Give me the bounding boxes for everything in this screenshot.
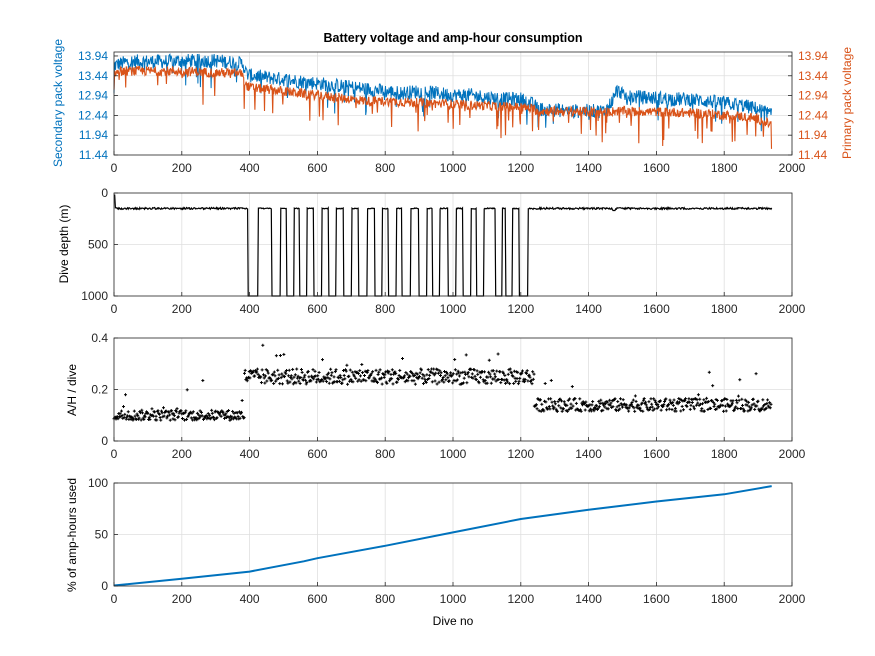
percent-used-panel: 0 200 400 600 800 1000 1200 1400 1600 1800 2000 0 5… <box>65 476 806 628</box>
x-tick-label: 200 <box>172 592 192 606</box>
x-tick-label: 1200 <box>507 302 534 316</box>
secondary-voltage-axis-label: Secondary pack voltage <box>51 39 65 167</box>
x-tick-label: 600 <box>307 592 327 606</box>
x-tick-label: 1000 <box>440 161 467 175</box>
x-tick-label: 400 <box>240 161 260 175</box>
ah-series <box>112 343 773 422</box>
percent-used-line <box>113 485 772 587</box>
pct-axis-label: % of amp-hours used <box>65 478 79 592</box>
y2-tick-label: 11.44 <box>798 148 827 162</box>
x-tick-label: 1800 <box>711 592 738 606</box>
depth-x-ticks: 0 200 400 600 800 1000 1200 1400 1600 1800 2000 <box>111 292 806 316</box>
x-tick-label: 1000 <box>440 447 467 461</box>
x-tick-label: 800 <box>375 161 395 175</box>
x-tick-label: 800 <box>375 592 395 606</box>
y-tick-label: 100 <box>88 476 108 490</box>
x-tick-label: 1400 <box>575 161 602 175</box>
y-tick-label: 0 <box>101 186 108 200</box>
y-tick-label: 50 <box>95 528 109 542</box>
x-tick-label: 200 <box>172 302 192 316</box>
x-tick-label: 600 <box>307 161 327 175</box>
y-tick-label: 12.44 <box>78 108 108 122</box>
y-tick-label: 12.94 <box>78 89 108 103</box>
x-tick-label: 0 <box>111 447 118 461</box>
x-tick-label: 1600 <box>643 447 670 461</box>
ah-per-dive-panel: 0 200 400 600 800 1000 1200 1400 1600 1800 2000 00… <box>65 331 806 461</box>
depth-y-ticks: 0 500 1000 <box>81 186 118 303</box>
primary-voltage-line <box>113 65 773 149</box>
ah-axis-label: A/H / dive <box>65 364 79 416</box>
x-tick-label: 1800 <box>711 302 738 316</box>
y-tick-label: 0 <box>101 579 108 593</box>
x-tick-label: 200 <box>172 447 192 461</box>
y2-tick-label: 13.44 <box>798 69 828 83</box>
depth-series <box>114 194 773 297</box>
voltage-right-ticks: 11.44 11.94 12.44 12.94 13.44 13.94 <box>788 49 828 162</box>
y-tick-label: 500 <box>88 238 108 252</box>
y-tick-label: 1000 <box>81 289 108 303</box>
x-tick-label: 1400 <box>575 302 602 316</box>
x-tick-label: 2000 <box>779 161 806 175</box>
x-tick-label: 600 <box>307 447 327 461</box>
secondary-voltage-line <box>113 53 772 132</box>
x-tick-label: 1200 <box>507 447 534 461</box>
depth-panel: 0 200 400 600 800 1000 1200 1400 1600 1800 2000 0 5… <box>57 186 806 316</box>
y-tick-label: 0.4 <box>91 331 108 345</box>
x-tick-label: 400 <box>240 302 260 316</box>
voltage-x-ticks: 0 200 400 600 800 1000 1200 1400 1600 1800 2000 <box>111 151 806 175</box>
x-tick-label: 800 <box>375 302 395 316</box>
x-tick-label: 200 <box>172 161 192 175</box>
voltage-panel: Battery voltage and amp-hour consumption… <box>51 31 854 175</box>
voltage-series <box>113 53 773 149</box>
x-tick-label: 400 <box>240 447 260 461</box>
pct-series <box>113 485 772 587</box>
y2-tick-label: 11.94 <box>798 128 827 142</box>
chart-title: Battery voltage and amp-hour consumption <box>323 31 582 45</box>
y-tick-label: 11.94 <box>79 128 108 142</box>
x-tick-label: 400 <box>240 592 260 606</box>
x-tick-label: 1600 <box>643 161 670 175</box>
x-tick-label: 1800 <box>711 161 738 175</box>
x-tick-label: 2000 <box>779 302 806 316</box>
x-tick-label: 1000 <box>440 302 467 316</box>
pct-x-ticks: 0 200 400 600 800 1000 1200 1400 1600 1800 2000 <box>111 582 806 606</box>
y-tick-label: 11.44 <box>79 148 108 162</box>
x-tick-label: 1400 <box>575 447 602 461</box>
x-tick-label: 1200 <box>507 592 534 606</box>
voltage-left-ticks: 11.44 11.94 12.44 12.94 13.44 13.94 <box>78 49 118 162</box>
ah-x-ticks: 0 200 400 600 800 1000 1200 1400 1600 1800 2000 <box>111 437 806 461</box>
x-tick-label: 2000 <box>779 592 806 606</box>
x-tick-label: 800 <box>375 447 395 461</box>
ah-y-ticks: 0 0.2 0.4 <box>91 331 118 448</box>
x-tick-label: 1400 <box>575 592 602 606</box>
depth-axis-label: Dive depth (m) <box>57 205 71 284</box>
x-tick-label: 600 <box>307 302 327 316</box>
y-tick-label: 13.44 <box>78 69 108 83</box>
y2-tick-label: 12.44 <box>798 108 828 122</box>
x-tick-label: 0 <box>111 161 118 175</box>
primary-voltage-axis-label: Primary pack voltage <box>840 47 854 159</box>
x-tick-label: 1800 <box>711 447 738 461</box>
x-tick-label: 1600 <box>643 592 670 606</box>
y-tick-label: 13.94 <box>78 49 108 63</box>
pct-y-ticks: 0 50 100 <box>88 476 118 593</box>
x-tick-label: 1000 <box>440 592 467 606</box>
x-tick-label: 0 <box>111 302 118 316</box>
y2-tick-label: 13.94 <box>798 49 828 63</box>
x-tick-label: 1200 <box>507 161 534 175</box>
depth-line <box>114 194 773 297</box>
x-axis-label: Dive no <box>433 614 474 628</box>
x-tick-label: 2000 <box>779 447 806 461</box>
y-tick-label: 0 <box>101 434 108 448</box>
x-tick-label: 0 <box>111 592 118 606</box>
y-tick-label: 0.2 <box>91 383 108 397</box>
x-tick-label: 1600 <box>643 302 670 316</box>
y2-tick-label: 12.94 <box>798 89 828 103</box>
